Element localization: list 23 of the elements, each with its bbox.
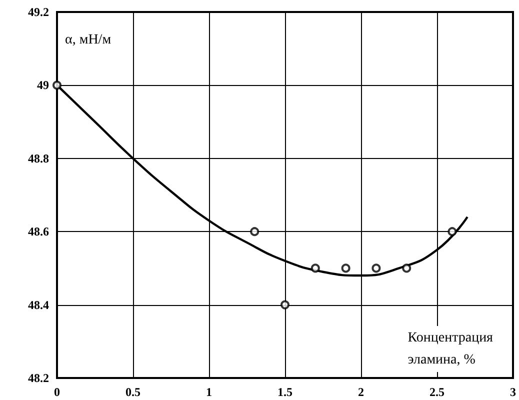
y-tick-label: 48.2	[28, 371, 49, 385]
point	[372, 264, 381, 273]
y-tick-label: 49	[37, 78, 49, 92]
x-tick-label: 2	[358, 385, 364, 399]
point	[402, 264, 412, 273]
y-tick-label: 49.2	[28, 5, 49, 19]
point	[250, 227, 260, 236]
point	[448, 227, 457, 236]
x-tick-label: 1	[206, 385, 212, 399]
point	[310, 264, 320, 273]
x-tick-label: 1.5	[278, 385, 292, 399]
y-axis-title: α, мН/м	[65, 32, 112, 48]
y-tick-label: 48.8	[28, 151, 49, 166]
x-tick-label: 3	[510, 385, 516, 399]
x-tick-label: 0.5	[126, 385, 140, 399]
x-tick-label: 2.5	[430, 385, 444, 399]
y-tick-label: 48.6	[28, 224, 49, 239]
point	[341, 264, 350, 273]
x-axis-title: Концентрация эламина, %	[408, 330, 494, 368]
y-tick-label: 48.4	[28, 298, 49, 312]
x-tick-label: 0	[54, 385, 60, 399]
point	[52, 80, 62, 90]
point	[280, 300, 290, 310]
